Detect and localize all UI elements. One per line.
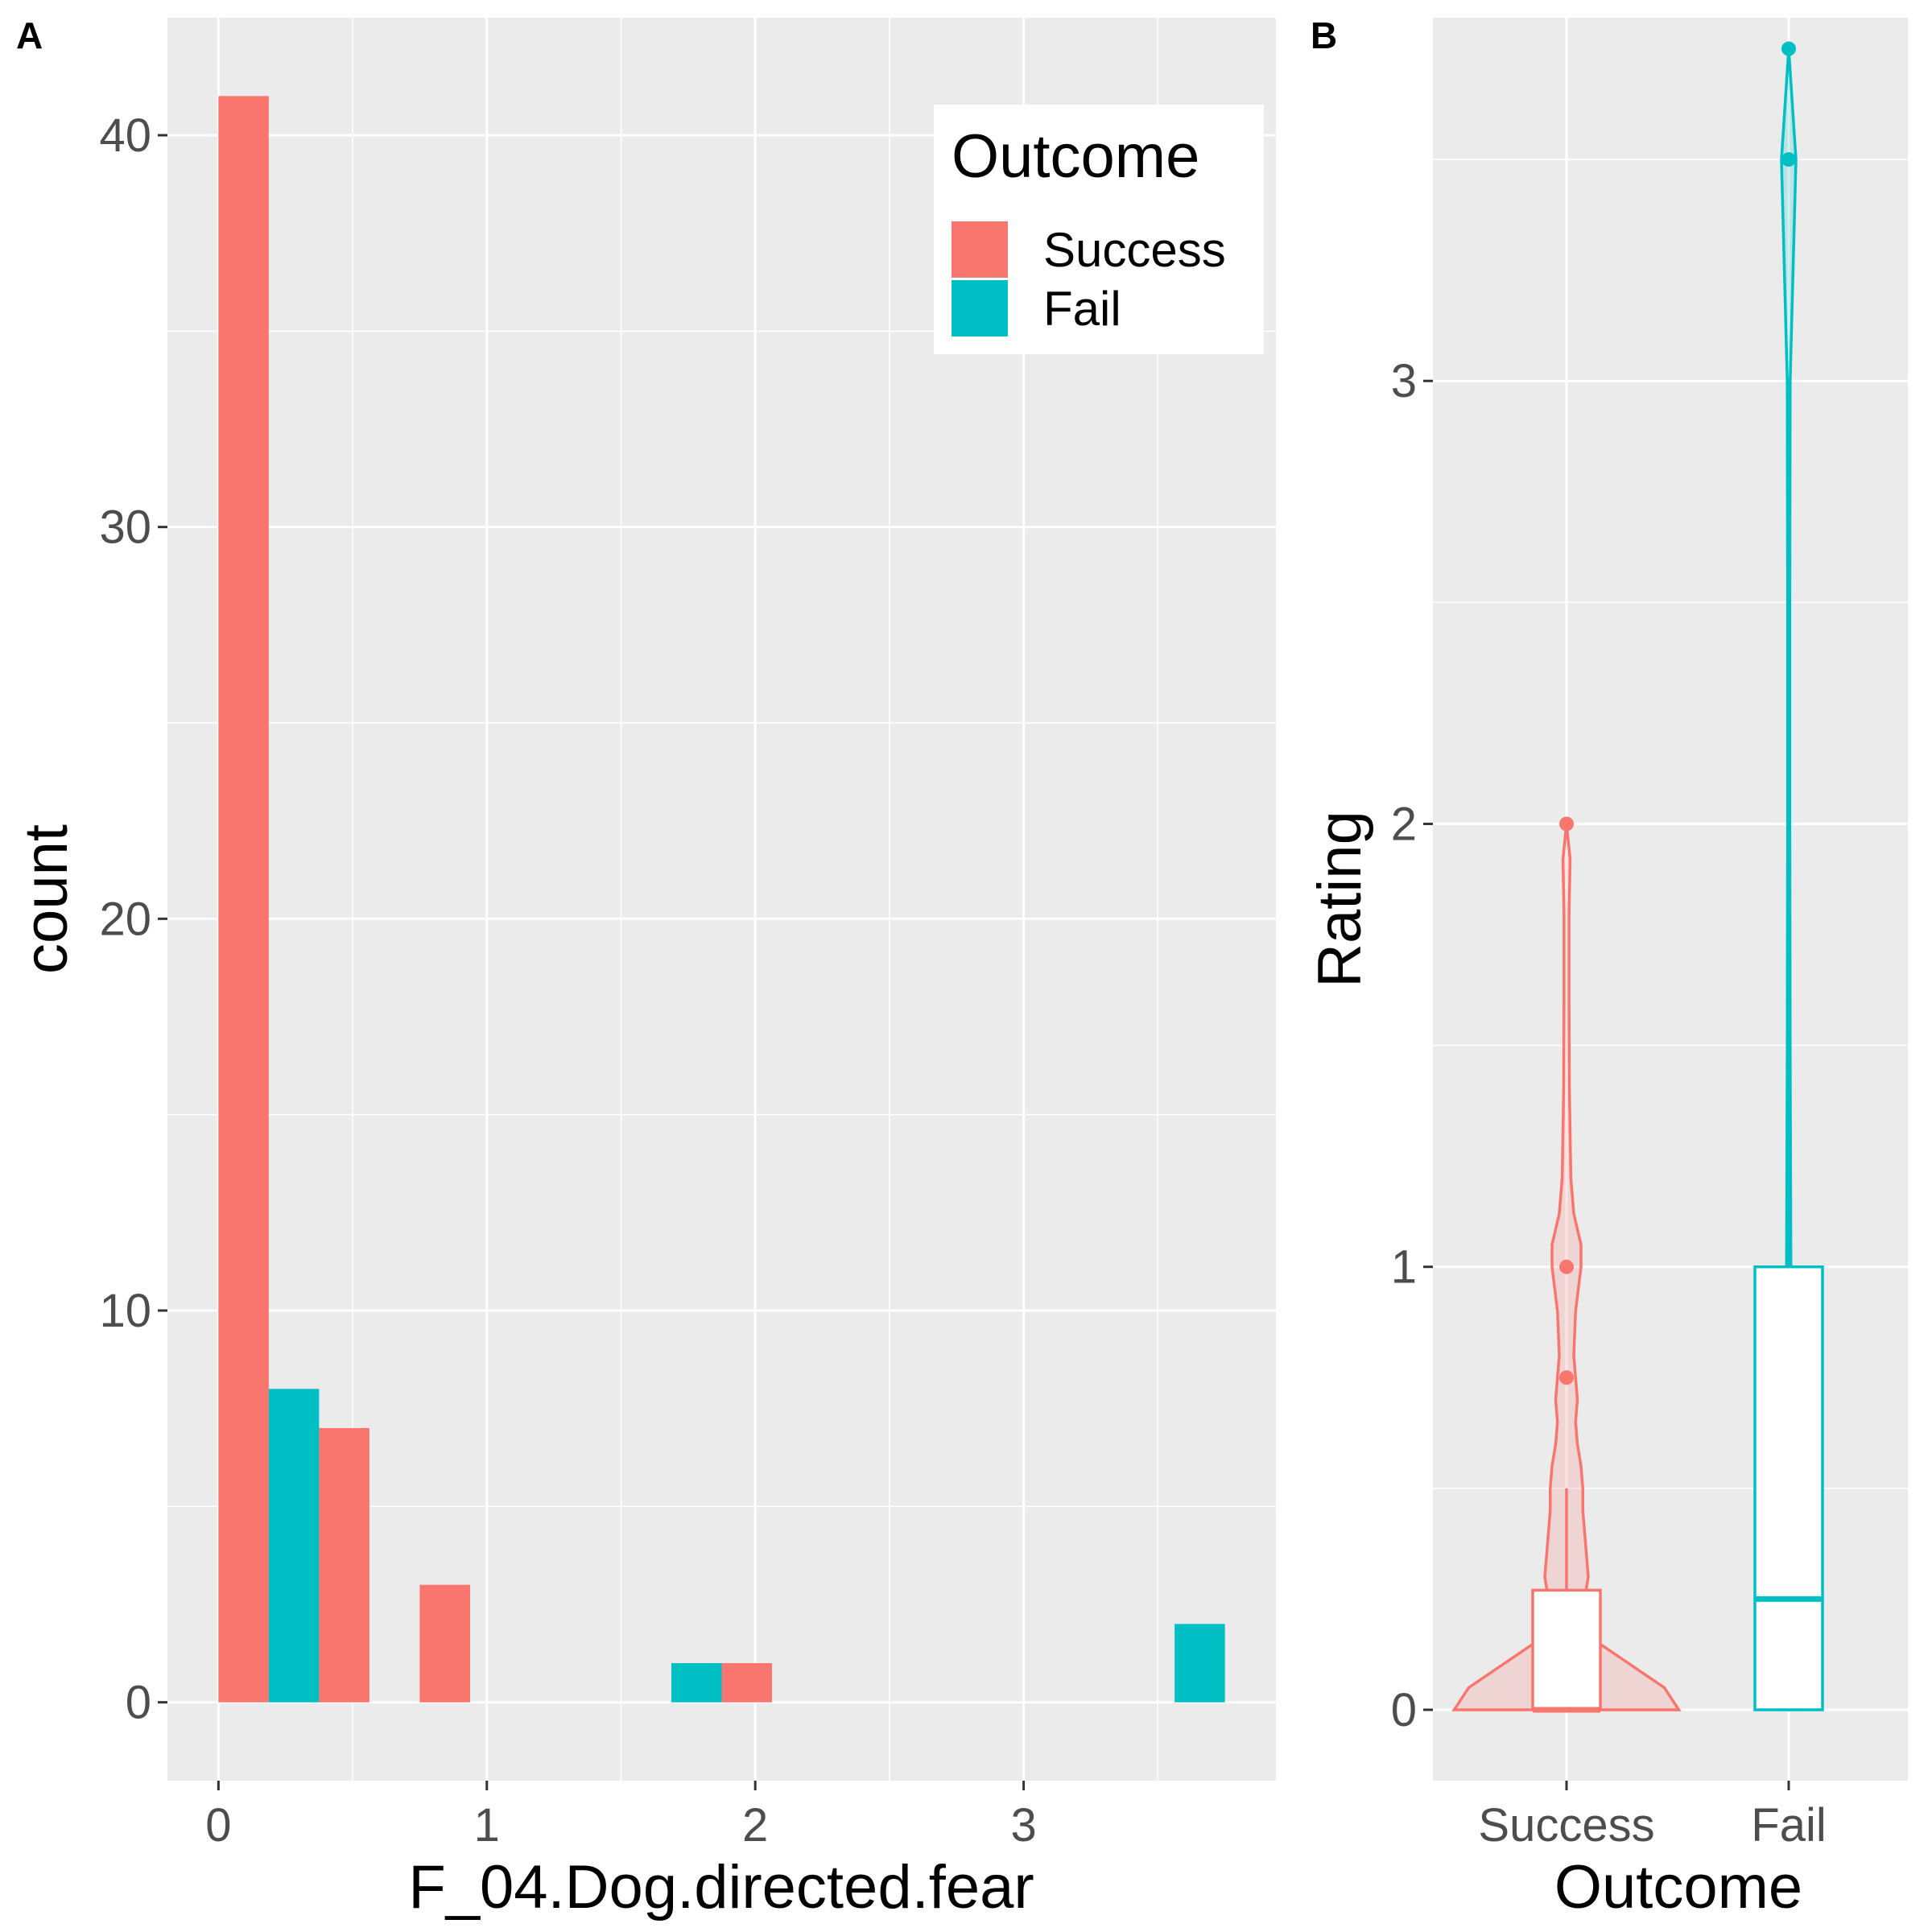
legend-label-fail: Fail: [1043, 282, 1121, 336]
y-tick-label: 1: [1391, 1241, 1417, 1294]
panel-a-bars: [218, 96, 1225, 1703]
outlier-point-success: [1559, 816, 1574, 832]
x-tick-label: Success: [1478, 1799, 1654, 1852]
panel-a-y-axis-title: count: [12, 824, 80, 974]
histogram-bar-fail: [268, 1389, 320, 1703]
x-tick-label: 1: [474, 1799, 500, 1852]
histogram-bar-fail: [671, 1663, 722, 1703]
legend-swatch-fail: [952, 280, 1008, 336]
y-tick-label: 40: [99, 109, 151, 162]
panel-a-x-axis-title: F_04.Dog.directed.fear: [408, 1853, 1034, 1922]
y-tick-label: 3: [1391, 355, 1417, 407]
histogram-bar-success: [218, 96, 269, 1703]
outlier-point-fail: [1781, 152, 1796, 167]
panel-b-violin: 0 1 2 3 Success Fail Outcome Rating: [1306, 18, 1908, 1922]
histogram-bar-fail: [1174, 1624, 1225, 1703]
panel-b-marks: [1451, 41, 1824, 1713]
histogram-bar-success: [319, 1428, 369, 1703]
panel-b-y-axis-title: Rating: [1306, 811, 1374, 988]
legend-label-success: Success: [1043, 223, 1226, 277]
y-tick-label: 2: [1391, 798, 1417, 850]
y-tick-label: 0: [1391, 1684, 1417, 1736]
panel-a-label: A: [16, 14, 43, 56]
y-tick-label: 20: [99, 893, 151, 945]
outlier-point-success: [1559, 1370, 1574, 1385]
panel-b-x-axis-title: Outcome: [1554, 1853, 1802, 1922]
legend-swatch-success: [952, 221, 1008, 278]
histogram-bar-success: [721, 1663, 773, 1703]
panel-b-label: B: [1311, 14, 1337, 56]
y-tick-label: 0: [126, 1677, 151, 1729]
panel-b-axes: 0 1 2 3 Success Fail: [1391, 355, 1827, 1852]
x-tick-label: 3: [1010, 1799, 1036, 1852]
legend: Outcome Success Fail: [934, 105, 1264, 354]
outlier-point-success: [1559, 1259, 1574, 1274]
y-tick-label: 30: [99, 502, 151, 554]
y-tick-label: 10: [99, 1285, 151, 1337]
box-fail: [1753, 1265, 1824, 1711]
x-tick-label: Fail: [1751, 1799, 1826, 1852]
x-tick-label: 2: [742, 1799, 768, 1852]
panel-b-plot-background: [1433, 18, 1908, 1781]
histogram-bar-success: [419, 1584, 470, 1703]
outlier-point-fail: [1781, 41, 1796, 56]
legend-title: Outcome: [952, 122, 1199, 191]
box-success: [1531, 1588, 1602, 1711]
x-tick-label: 0: [205, 1799, 231, 1852]
